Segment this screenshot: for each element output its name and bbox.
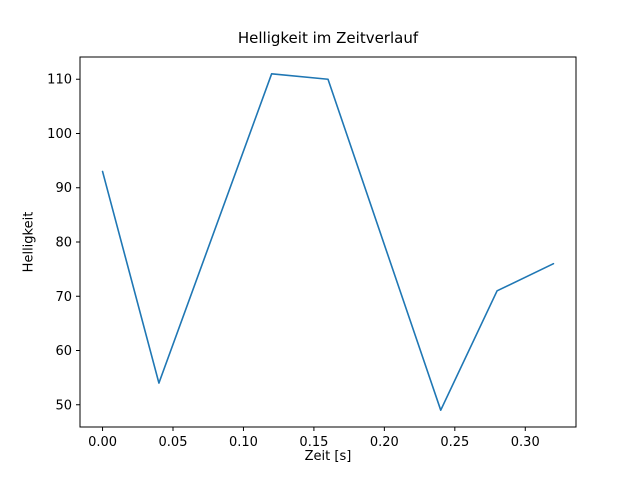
y-tick-label: 60 — [55, 344, 72, 359]
y-tick-label: 90 — [55, 181, 72, 196]
chart-title: Helligkeit im Zeitverlauf — [237, 29, 419, 47]
y-tick-label: 70 — [55, 290, 72, 305]
plot-frame — [79, 56, 577, 428]
x-tick-label: 0.00 — [88, 435, 117, 450]
y-tick-label: 100 — [47, 127, 72, 142]
y-axis-label: Helligkeit — [21, 211, 37, 273]
x-tick-label: 0.05 — [159, 435, 188, 450]
x-tick-label: 0.30 — [511, 435, 540, 450]
data-line — [101, 73, 555, 411]
y-tick-label: 80 — [55, 236, 72, 251]
x-tick-label: 0.20 — [370, 435, 399, 450]
x-tick-label: 0.10 — [229, 435, 258, 450]
y-tick-label: 50 — [55, 398, 72, 413]
x-tick-label: 0.15 — [299, 435, 328, 450]
y-tick-label: 110 — [47, 73, 72, 88]
x-tick-label: 0.25 — [440, 435, 469, 450]
x-axis-label: Zeit [s] — [304, 449, 352, 464]
